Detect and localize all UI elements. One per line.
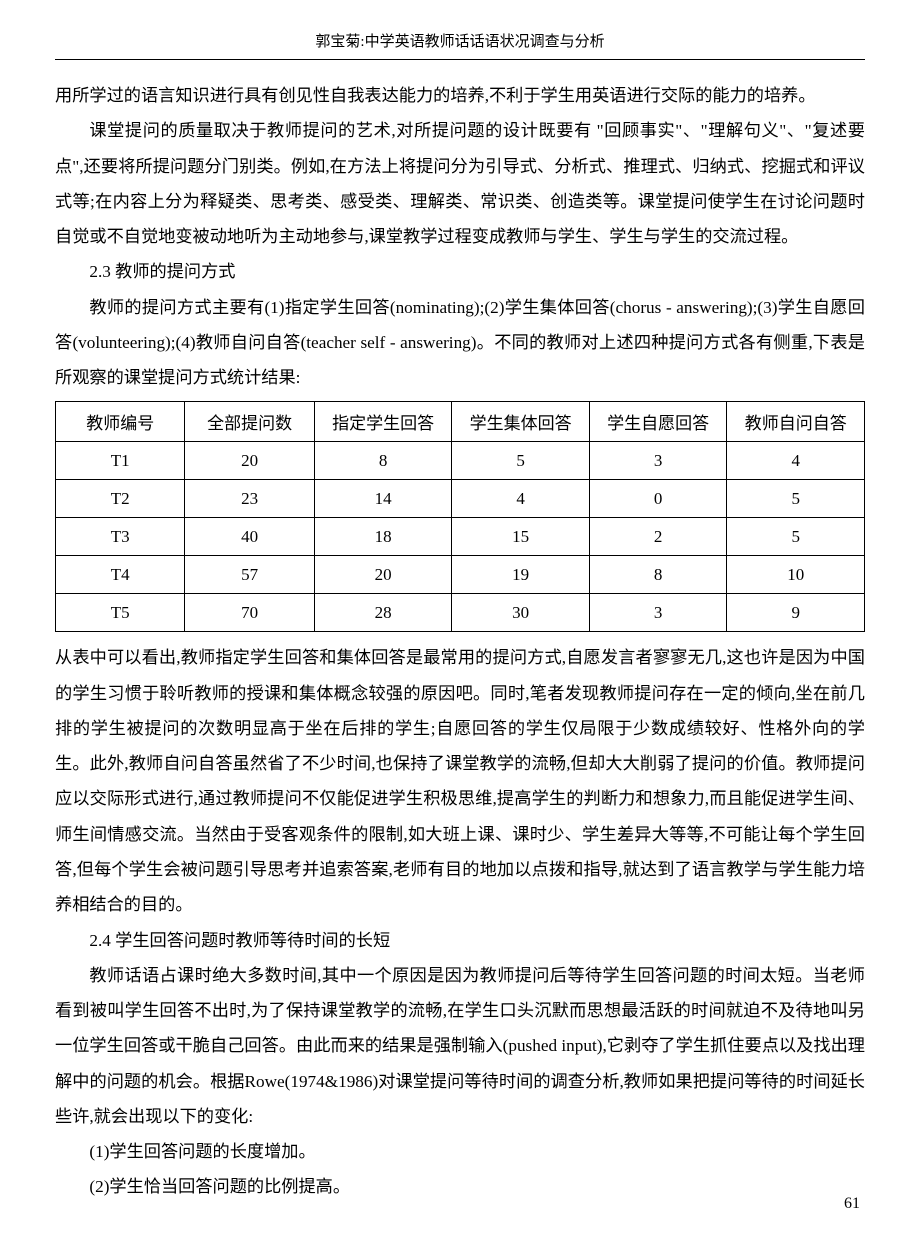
cell: 15	[452, 518, 590, 556]
section-2-3-title: 2.3 教师的提问方式	[55, 254, 865, 289]
cell: 30	[452, 594, 590, 632]
cell: 8	[589, 556, 727, 594]
cell: 0	[589, 480, 727, 518]
page-number: 61	[844, 1195, 860, 1213]
paragraph-body: 教师的提问方式主要有(1)指定学生回答(nominating);(2)学生集体回…	[55, 290, 865, 396]
table-row: T4 57 20 19 8 10	[56, 556, 865, 594]
col-header: 学生自愿回答	[589, 402, 727, 442]
table-row: T1 20 8 5 3 4	[56, 442, 865, 480]
col-header: 全部提问数	[185, 402, 314, 442]
cell: 9	[727, 594, 865, 632]
paragraph-continuation: 用所学过的语言知识进行具有创见性自我表达能力的培养,不利于学生用英语进行交际的能…	[55, 78, 865, 113]
cell: 14	[314, 480, 452, 518]
questioning-method-table: 教师编号 全部提问数 指定学生回答 学生集体回答 学生自愿回答 教师自问自答 T…	[55, 401, 865, 632]
cell: 2	[589, 518, 727, 556]
cell: 3	[589, 594, 727, 632]
paragraph-body: 从表中可以看出,教师指定学生回答和集体回答是最常用的提问方式,自愿发言者寥寥无几…	[55, 640, 865, 922]
list-item-1: (1)学生回答问题的长度增加。	[55, 1134, 865, 1169]
table-row: T3 40 18 15 2 5	[56, 518, 865, 556]
paragraph-body: 课堂提问的质量取决于教师提问的艺术,对所提问题的设计既要有 "回顾事实"、"理解…	[55, 113, 865, 254]
cell: 23	[185, 480, 314, 518]
cell: 20	[185, 442, 314, 480]
section-2-4-title: 2.4 学生回答问题时教师等待时间的长短	[55, 923, 865, 958]
cell: T3	[56, 518, 185, 556]
cell: 4	[727, 442, 865, 480]
cell: T1	[56, 442, 185, 480]
cell: 18	[314, 518, 452, 556]
cell: T5	[56, 594, 185, 632]
table-row: T2 23 14 4 0 5	[56, 480, 865, 518]
cell: 5	[727, 480, 865, 518]
paragraph-body: 教师话语占课时绝大多数时间,其中一个原因是因为教师提问后等待学生回答问题的时间太…	[55, 958, 865, 1134]
cell: 3	[589, 442, 727, 480]
list-item-2: (2)学生恰当回答问题的比例提高。	[55, 1169, 865, 1204]
cell: 20	[314, 556, 452, 594]
cell: 19	[452, 556, 590, 594]
col-header: 教师编号	[56, 402, 185, 442]
cell: 40	[185, 518, 314, 556]
col-header: 学生集体回答	[452, 402, 590, 442]
cell: T2	[56, 480, 185, 518]
cell: 5	[452, 442, 590, 480]
running-title: 郭宝菊:中学英语教师话话语状况调查与分析	[315, 34, 604, 50]
table-row: T5 70 28 30 3 9	[56, 594, 865, 632]
running-header: 郭宝菊:中学英语教师话话语状况调查与分析	[55, 30, 865, 60]
cell: 4	[452, 480, 590, 518]
table-header-row: 教师编号 全部提问数 指定学生回答 学生集体回答 学生自愿回答 教师自问自答	[56, 402, 865, 442]
cell: T4	[56, 556, 185, 594]
cell: 57	[185, 556, 314, 594]
col-header: 指定学生回答	[314, 402, 452, 442]
col-header: 教师自问自答	[727, 402, 865, 442]
cell: 8	[314, 442, 452, 480]
cell: 10	[727, 556, 865, 594]
cell: 5	[727, 518, 865, 556]
cell: 28	[314, 594, 452, 632]
cell: 70	[185, 594, 314, 632]
